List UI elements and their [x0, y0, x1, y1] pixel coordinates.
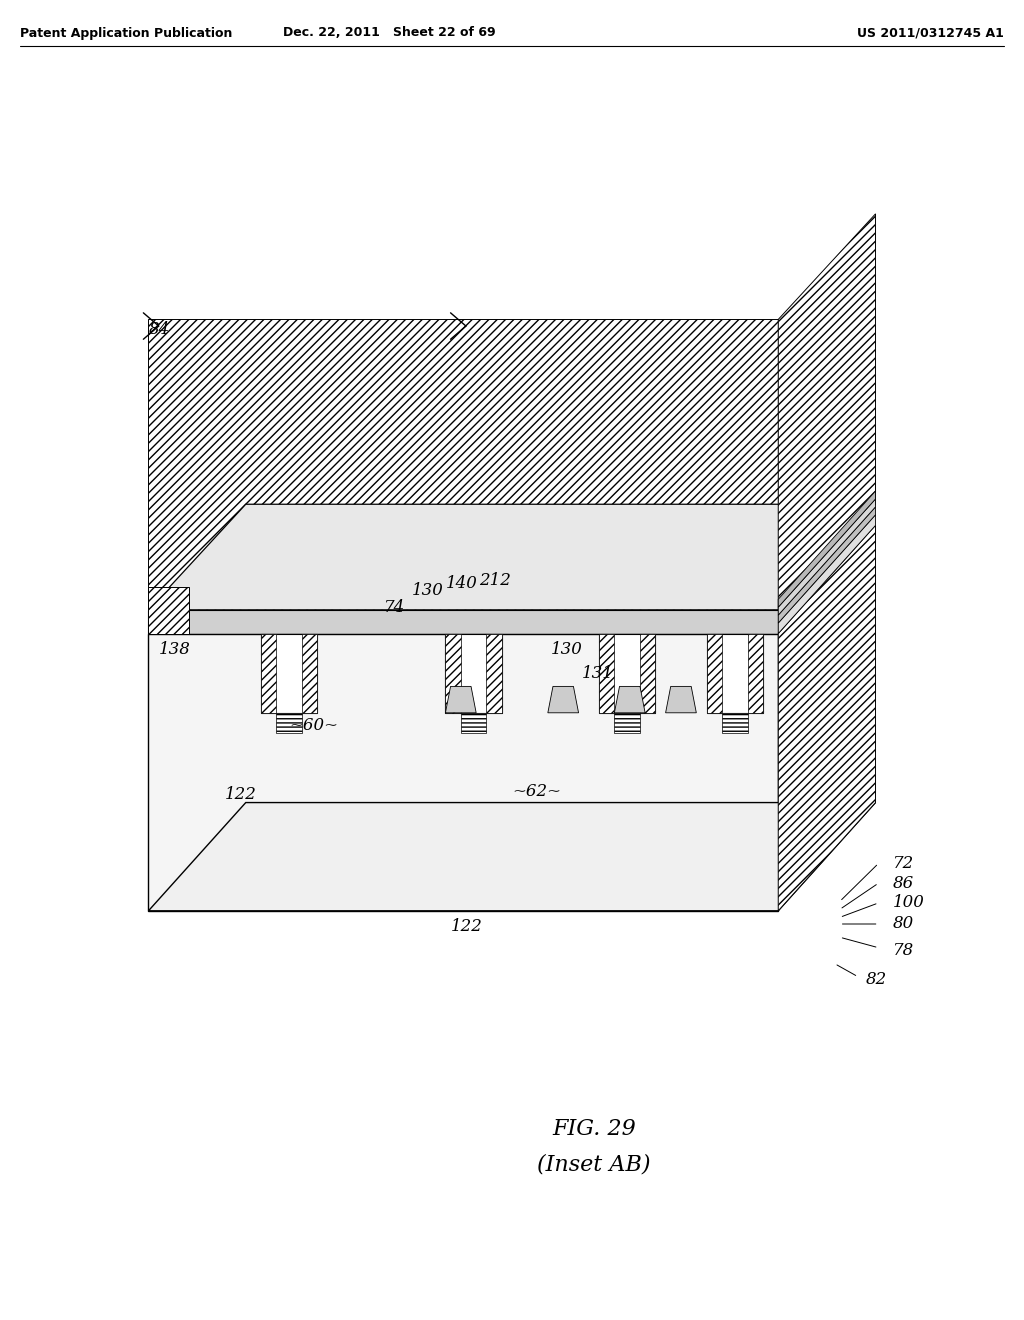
Polygon shape [548, 686, 579, 713]
Polygon shape [148, 610, 778, 634]
Text: 130: 130 [412, 582, 443, 598]
Polygon shape [778, 507, 876, 623]
Polygon shape [148, 504, 876, 610]
Polygon shape [778, 214, 876, 610]
Polygon shape [778, 491, 876, 607]
Text: 78: 78 [893, 942, 914, 958]
Polygon shape [707, 634, 722, 713]
Text: 122: 122 [451, 919, 482, 935]
Text: 122: 122 [225, 787, 257, 803]
Polygon shape [461, 713, 486, 733]
Text: 138: 138 [159, 642, 190, 657]
Polygon shape [148, 803, 876, 911]
Text: ~60~: ~60~ [289, 718, 338, 734]
Text: 140: 140 [445, 576, 477, 591]
Polygon shape [778, 499, 876, 615]
Polygon shape [599, 634, 614, 713]
Text: US 2011/0312745 A1: US 2011/0312745 A1 [857, 26, 1004, 40]
Text: 131: 131 [582, 665, 613, 681]
Text: 212: 212 [479, 573, 511, 589]
Polygon shape [614, 686, 645, 713]
Polygon shape [261, 634, 276, 713]
Polygon shape [748, 634, 763, 713]
Text: 86: 86 [893, 875, 914, 891]
Polygon shape [148, 587, 189, 634]
Polygon shape [486, 634, 502, 713]
Text: 84: 84 [148, 322, 170, 338]
Polygon shape [599, 634, 655, 713]
Polygon shape [666, 686, 696, 713]
Polygon shape [707, 634, 763, 713]
Text: ~62~: ~62~ [512, 784, 561, 800]
Polygon shape [640, 634, 655, 713]
Text: (Inset AB): (Inset AB) [538, 1154, 650, 1175]
Polygon shape [445, 634, 502, 713]
Text: Patent Application Publication: Patent Application Publication [20, 26, 232, 40]
Text: 130: 130 [551, 642, 583, 657]
Text: 72: 72 [893, 855, 914, 871]
Polygon shape [148, 319, 778, 610]
Polygon shape [614, 713, 640, 733]
Text: Dec. 22, 2011   Sheet 22 of 69: Dec. 22, 2011 Sheet 22 of 69 [283, 26, 496, 40]
Polygon shape [261, 634, 317, 713]
Polygon shape [302, 634, 317, 713]
Polygon shape [778, 525, 876, 911]
Polygon shape [148, 634, 778, 911]
Polygon shape [445, 634, 461, 713]
Text: FIG. 29: FIG. 29 [552, 1118, 636, 1139]
Text: 82: 82 [865, 972, 887, 987]
Polygon shape [445, 686, 476, 713]
Polygon shape [722, 713, 748, 733]
Text: 80: 80 [893, 916, 914, 932]
Polygon shape [778, 515, 876, 634]
Polygon shape [276, 713, 302, 733]
Text: 74: 74 [384, 599, 406, 615]
Text: 100: 100 [893, 895, 925, 911]
